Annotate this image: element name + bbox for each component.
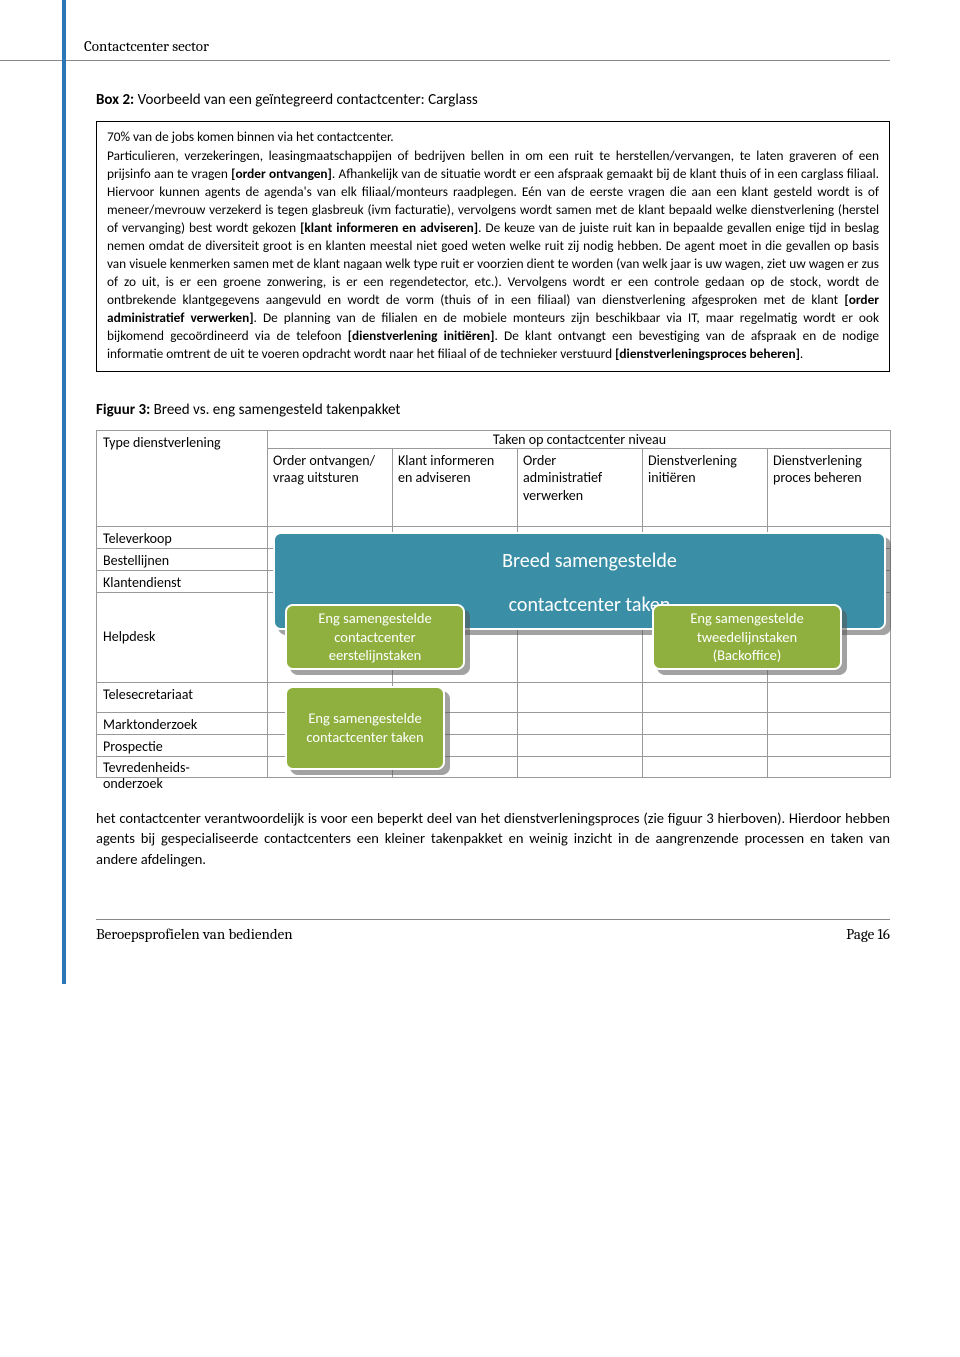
table-cell: Helpdesk <box>97 592 267 682</box>
figure-label: Figuur 3: <box>96 401 150 419</box>
footer-left: Beroepsprofielen van bedienden <box>96 924 293 944</box>
table-cell: Dienstverlening initiëren <box>642 448 767 526</box>
table-cell: Bestellijnen <box>97 548 267 570</box>
shape-eng-tasks: Eng samengestelde contactcenter taken <box>285 686 445 770</box>
header-rule <box>0 60 890 61</box>
table-cell: Klant informeren en adviseren <box>392 448 517 526</box>
page-footer: Beroepsprofielen van bedienden Page 16 <box>96 919 890 944</box>
footer-right: Page 16 <box>846 924 890 944</box>
shape-eng-backoffice: Eng samengestelde tweedelijnstaken (Back… <box>652 604 842 670</box>
box-para-2: Particulieren, verzekeringen, leasingmaa… <box>107 147 879 362</box>
table-cell: Klantendienst <box>97 570 267 592</box>
table-cell: Tevredenheids-onderzoek <box>97 756 267 778</box>
figure-diagram: Taken op contactcenter niveauType dienst… <box>96 430 891 778</box>
table-cell: Prospectie <box>97 734 267 756</box>
box-title-text: Voorbeeld van een geïntegreerd contactce… <box>134 91 478 109</box>
table-cell: Marktonderzoek <box>97 712 267 734</box>
example-box: 70% van de jobs komen binnen via het con… <box>96 121 890 372</box>
table-cell: Dienstverlening proces beheren <box>767 448 892 526</box>
shape-eng-firstline: Eng samengestelde contactcenter eersteli… <box>285 604 465 670</box>
table-cell: Taken op contactcenter niveau <box>267 430 892 448</box>
table-cell: Telesecretariaat <box>97 682 267 712</box>
table-cell: Order ontvangen/ vraag uitsturen <box>267 448 392 526</box>
figure-title-text: Breed vs. eng samengesteld takenpakket <box>150 401 400 419</box>
box-para-1: 70% van de jobs komen binnen via het con… <box>107 128 879 146</box>
table-cell: Order administratief verwerken <box>517 448 642 526</box>
body-paragraph: het contactcenter verantwoordelijk is vo… <box>96 808 890 869</box>
box-label: Box 2: <box>96 91 134 109</box>
table-cell: Televerkoop <box>97 526 267 548</box>
page-header: Contactcenter sector <box>84 36 890 56</box>
figure-title: Figuur 3: Breed vs. eng samengesteld tak… <box>96 400 890 420</box>
box-title: Box 2: Voorbeeld van een geïntegreerd co… <box>96 90 890 110</box>
table-cell: Type dienstverlening <box>97 430 267 526</box>
vertical-strip <box>62 0 66 984</box>
